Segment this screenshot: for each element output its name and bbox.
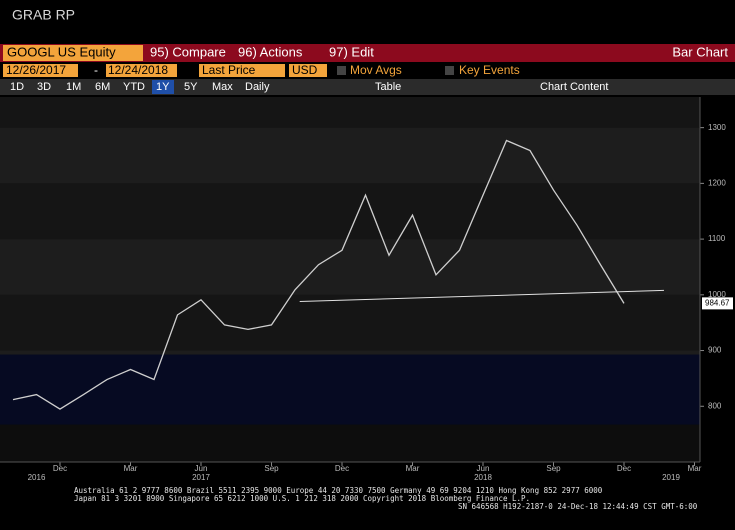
end-date: 12/24/2018 <box>108 63 168 77</box>
end-date-box[interactable] <box>106 64 177 77</box>
x-tick-label: Mar <box>688 464 702 473</box>
price-band <box>0 239 700 295</box>
compare-menu[interactable]: 95) Compare <box>150 44 226 59</box>
x-tick-label: Mar <box>406 464 420 473</box>
y-tick-label: 1200 <box>708 178 726 187</box>
x-tick-label: Dec <box>335 464 349 473</box>
footer-text: Australia 61 2 9777 8600 Brazil 5511 239… <box>74 486 603 495</box>
year-label: 2018 <box>474 473 492 482</box>
key-events[interactable]: Key Events <box>459 63 520 77</box>
security-box[interactable] <box>3 45 143 61</box>
x-tick-label: Jun <box>477 464 490 473</box>
command-bar <box>0 44 735 62</box>
window-title: GRAB RP <box>12 7 75 23</box>
range-button[interactable]: 5Y <box>184 81 198 93</box>
x-tick-label: Mar <box>124 464 138 473</box>
mov-avgs[interactable]: Mov Avgs <box>350 63 402 77</box>
checkbox[interactable] <box>337 66 346 75</box>
selected-range <box>152 80 174 94</box>
range-button[interactable]: 1D <box>10 81 24 93</box>
x-tick-label: Sep <box>264 464 279 473</box>
price-line <box>12 139 625 410</box>
price-band <box>0 97 700 128</box>
x-tick-label: Dec <box>617 464 631 473</box>
range-button[interactable]: 1Y <box>156 81 170 93</box>
edit-menu[interactable]: 97) Edit <box>329 44 374 59</box>
range-button[interactable]: 3D <box>37 81 51 93</box>
range-button[interactable]: YTD <box>123 81 145 93</box>
y-tick-label: 1100 <box>708 234 726 243</box>
trendline <box>299 289 664 303</box>
frequency[interactable]: Daily <box>245 81 270 93</box>
start-date-box[interactable] <box>3 64 78 77</box>
field-box[interactable] <box>199 64 285 77</box>
highlight-band <box>0 354 700 425</box>
price-band <box>0 294 700 351</box>
last-price-tag <box>702 297 733 310</box>
field: Last Price <box>202 63 256 77</box>
start-date: 12/26/2017 <box>6 63 66 77</box>
range-button[interactable]: Max <box>212 81 233 93</box>
y-tick-label: 1000 <box>708 290 726 299</box>
checkbox[interactable] <box>445 66 454 75</box>
year-label: 2017 <box>192 473 210 482</box>
currency: USD <box>292 63 318 77</box>
y-tick-label: 1300 <box>708 123 726 132</box>
range-button[interactable]: 6M <box>95 81 110 93</box>
y-tick-label: 900 <box>708 346 722 355</box>
table-button[interactable]: Table <box>375 81 401 93</box>
x-tick-label: Dec <box>53 464 67 473</box>
x-tick-label: Jun <box>195 464 208 473</box>
footer-text: Japan 81 3 3201 8900 Singapore 65 6212 1… <box>74 494 530 503</box>
year-label: 2019 <box>662 473 680 482</box>
price-band <box>0 127 700 184</box>
range-button[interactable]: 1M <box>66 81 81 93</box>
y-tick-label: 800 <box>708 401 722 410</box>
security: GOOGL US Equity <box>7 44 116 59</box>
x-tick-label: Sep <box>546 464 561 473</box>
year-label: 2016 <box>28 473 46 482</box>
date-separator: - <box>94 63 98 77</box>
last-price-label: 984.67 <box>705 298 730 307</box>
chart-content-button[interactable]: Chart Content <box>540 81 608 93</box>
actions-menu[interactable]: 96) Actions <box>238 44 303 59</box>
function-name: Bar Chart <box>672 44 728 59</box>
footer-text: SN 646568 H192-2187-0 24-Dec-18 12:44:49… <box>458 502 698 511</box>
range-bar <box>0 79 735 95</box>
currency-box[interactable] <box>289 64 327 77</box>
